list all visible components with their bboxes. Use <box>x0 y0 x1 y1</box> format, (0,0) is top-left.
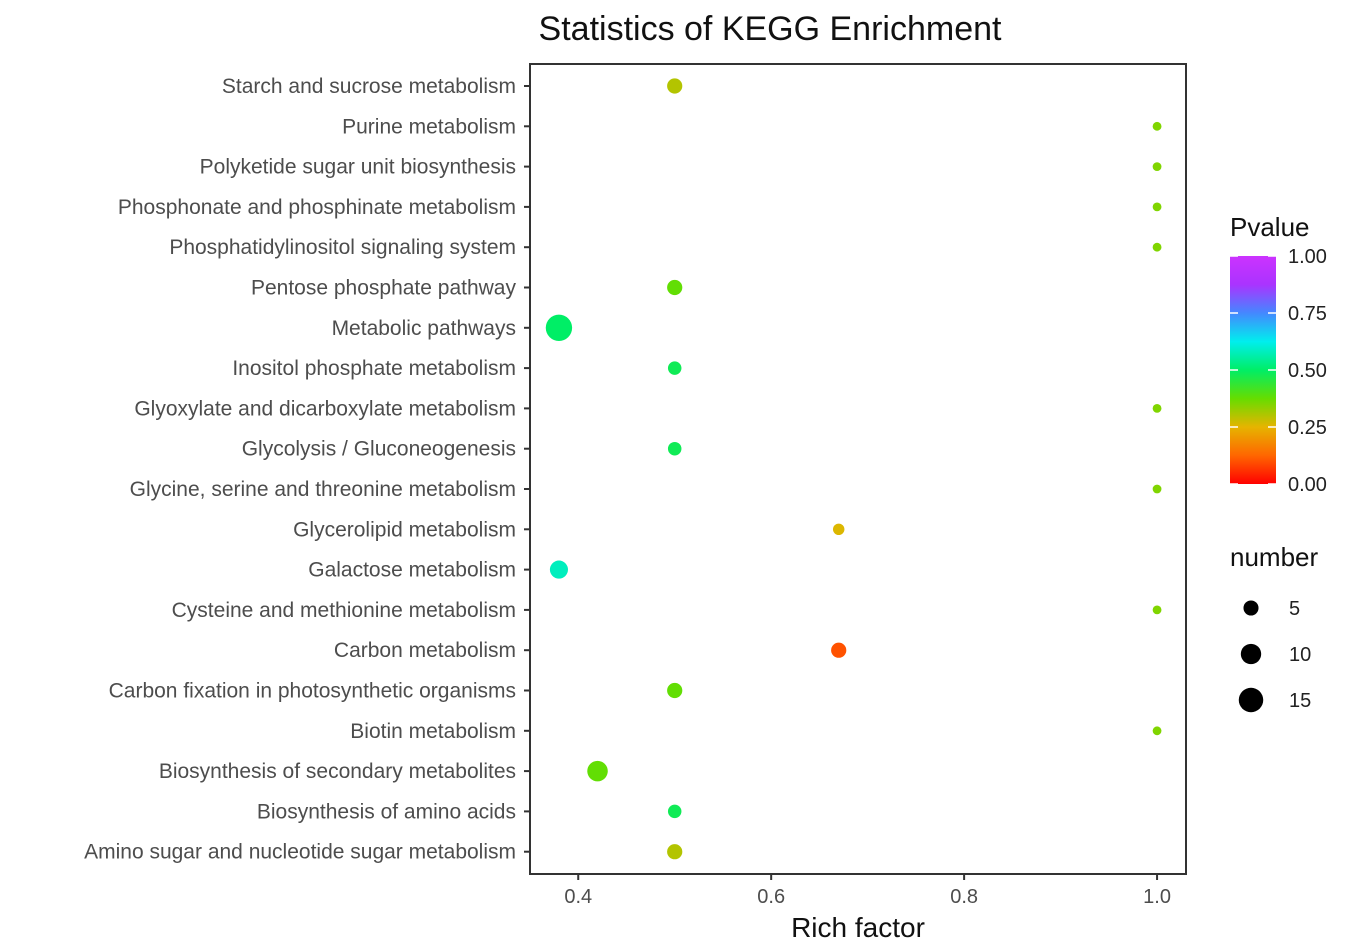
point-glyoxylate-and-dicarboxylate-metabolism <box>1152 404 1162 413</box>
y-label-cysteine-and-methionine-metabolism: Cysteine and methionine metabolism <box>172 599 516 622</box>
point-glycine-serine-and-threonine-metabolism <box>1152 484 1162 494</box>
y-label-amino-sugar-and-nucleotide-sugar-metabolism: Amino sugar and nucleotide sugar metabol… <box>84 841 516 864</box>
x-tick-label-0-8: 0.8 <box>950 886 978 908</box>
point-inositol-phosphate-metabolism <box>667 361 682 375</box>
y-label-metabolic-pathways: Metabolic pathways <box>332 317 516 340</box>
point-pentose-phosphate-pathway <box>667 279 683 296</box>
x-axis-title: Rich factor <box>791 912 925 943</box>
point-carbon-metabolism <box>831 642 847 658</box>
pvalue-label-1-00: 1.00 <box>1288 246 1327 268</box>
y-label-galactose-metabolism: Galactose metabolism <box>308 559 516 582</box>
pvalue-label-0-75: 0.75 <box>1288 303 1327 325</box>
data-points <box>545 78 1162 860</box>
y-label-phosphonate-and-phosphinate-metabolism: Phosphonate and phosphinate metabolism <box>118 196 516 219</box>
point-galactose-metabolism <box>549 560 568 579</box>
number-legend-title: number <box>1230 542 1318 572</box>
y-label-glycine-serine-and-threonine-metabolism: Glycine, serine and threonine metabolism <box>130 478 516 501</box>
y-label-pentose-phosphate-pathway: Pentose phosphate pathway <box>251 277 517 300</box>
number-key-5 <box>1243 600 1259 616</box>
point-glycolysis-gluconeogenesis <box>667 441 682 456</box>
point-cysteine-and-methionine-metabolism <box>1152 605 1162 615</box>
y-axis-labels: Starch and sucrose metabolism Purine meta… <box>84 75 530 864</box>
point-biosynthesis-of-amino-acids <box>667 804 682 819</box>
y-label-biosynthesis-of-amino-acids: Biosynthesis of amino acids <box>257 800 516 823</box>
y-label-glyoxylate-and-dicarboxylate-metabolism: Glyoxylate and dicarboxylate metabolism <box>134 397 516 420</box>
pvalue-label-0-00: 0.00 <box>1288 474 1327 496</box>
point-glycerolipid-metabolism <box>832 523 845 536</box>
x-tick-label-0-6: 0.6 <box>757 886 785 908</box>
number-label-15: 15 <box>1289 690 1311 712</box>
y-label-inositol-phosphate-metabolism: Inositol phosphate metabolism <box>232 357 516 380</box>
x-tick-label-1-0: 1.0 <box>1143 886 1171 908</box>
pvalue-label-0-25: 0.25 <box>1288 417 1327 439</box>
y-label-starch-and-sucrose-metabolism: Starch and sucrose metabolism <box>222 75 516 98</box>
y-label-purine-metabolism: Purine metabolism <box>342 115 516 138</box>
point-biotin-metabolism <box>1152 726 1162 736</box>
y-label-polyketide-sugar-unit-biosynthesis: Polyketide sugar unit biosynthesis <box>200 156 516 179</box>
pvalue-label-0-50: 0.50 <box>1288 360 1327 382</box>
y-label-phosphatidylinositol-signaling-system: Phosphatidylinositol signaling system <box>169 236 516 259</box>
y-label-carbon-fixation-in-photosynthetic-organisms: Carbon fixation in photosynthetic organi… <box>109 680 516 703</box>
number-legend: number 5 10 15 <box>1230 542 1318 713</box>
x-axis-ticks: 0.4 0.6 0.8 1.0 <box>564 874 1171 908</box>
point-starch-and-sucrose-metabolism <box>667 78 683 94</box>
point-phosphonate-and-phosphinate-metabolism <box>1152 202 1162 212</box>
number-key-15 <box>1238 687 1264 713</box>
point-polyketide-sugar-unit-biosynthesis <box>1152 162 1162 172</box>
y-label-carbon-metabolism: Carbon metabolism <box>334 639 516 662</box>
number-label-10: 10 <box>1289 644 1311 666</box>
y-label-glycerolipid-metabolism: Glycerolipid metabolism <box>293 518 516 541</box>
number-key-10 <box>1240 643 1262 665</box>
point-carbon-fixation-in-photosynthetic-organisms <box>667 682 683 699</box>
point-phosphatidylinositol-signaling-system <box>1152 242 1162 252</box>
pvalue-legend: Pvalue 1.00 0.75 0.50 0.25 0.00 <box>1230 212 1327 496</box>
y-label-glycolysis-gluconeogenesis: Glycolysis / Gluconeogenesis <box>242 438 516 461</box>
chart-title: Statistics of KEGG Enrichment <box>539 10 1002 48</box>
point-metabolic-pathways <box>545 314 573 341</box>
x-tick-label-0-4: 0.4 <box>564 886 592 908</box>
point-biosynthesis-of-secondary-metabolites <box>587 760 608 782</box>
pvalue-legend-title: Pvalue <box>1230 212 1310 242</box>
number-label-5: 5 <box>1289 598 1300 620</box>
y-label-biotin-metabolism: Biotin metabolism <box>350 720 516 743</box>
point-amino-sugar-and-nucleotide-sugar-metabolism <box>667 844 683 860</box>
plot-panel <box>529 63 1187 875</box>
point-purine-metabolism <box>1152 121 1162 131</box>
y-label-biosynthesis-of-secondary-metabolites: Biosynthesis of secondary metabolites <box>159 760 516 783</box>
